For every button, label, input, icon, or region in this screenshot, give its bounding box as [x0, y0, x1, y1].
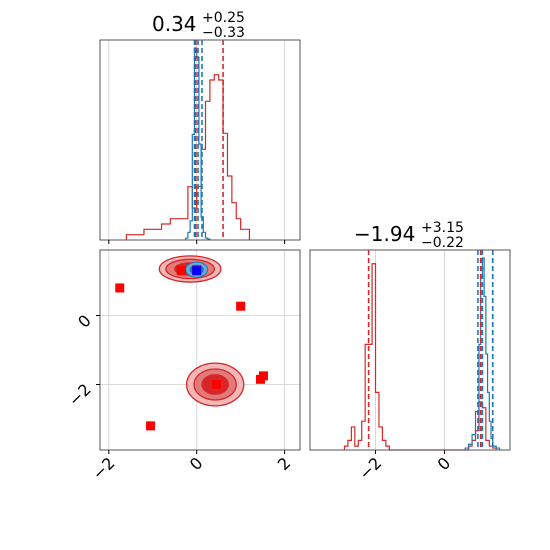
histogram-param1-panel — [99, 39, 301, 244]
y-tick-label-p2: 0 — [74, 311, 95, 332]
p1-title: 0.34 — [152, 12, 197, 36]
p2-title-lower: −0.22 — [421, 235, 464, 251]
x-tick-label-p2: 0 — [434, 453, 455, 474]
red-marker — [176, 266, 186, 276]
red-histogram-p2 — [343, 263, 497, 451]
blue-marker — [192, 266, 202, 276]
red-marker — [211, 379, 221, 389]
p2-title: −1.94 — [354, 222, 415, 246]
p2-title-upper: +3.15 — [421, 220, 464, 236]
hist-p1-frame — [99, 39, 301, 241]
red-marker — [236, 301, 246, 311]
hist-p2-frame — [309, 249, 511, 451]
histogram-param2-panel — [309, 249, 511, 454]
red-marker — [255, 374, 265, 384]
red-marker — [146, 421, 156, 431]
y-tick-label-p2: −2 — [65, 380, 95, 410]
blue-histogram-p2 — [464, 257, 501, 450]
x-tick-label-p1: 2 — [274, 453, 295, 474]
x-tick-label-p2: −2 — [355, 453, 385, 483]
red-marker — [115, 283, 125, 293]
red-histogram-p1 — [125, 74, 251, 240]
tick-labels: −2 0 2 −2 0 −2 0 — [65, 311, 455, 484]
scatter-frame — [99, 249, 301, 451]
p1-title-value: 0.34 — [152, 12, 197, 36]
p1-title-upper: +0.25 — [202, 10, 245, 26]
x-tick-label-p1: 0 — [186, 453, 207, 474]
p1-title-lower: −0.33 — [202, 25, 245, 41]
2d-density-panel — [96, 249, 301, 454]
x-tick-label-p1: −2 — [89, 453, 119, 483]
p2-title-value: −1.94 — [354, 222, 415, 246]
